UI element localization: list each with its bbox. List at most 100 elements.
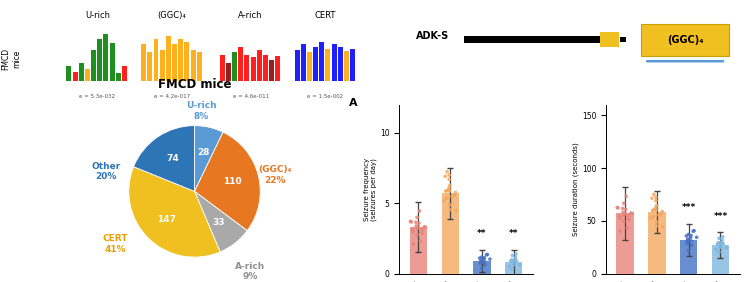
Point	[721, 246, 733, 250]
Bar	[620, 37, 626, 42]
Point	[625, 211, 637, 215]
Point	[618, 213, 630, 217]
Bar	[179, 39, 183, 81]
Point	[509, 257, 521, 262]
Point	[443, 186, 455, 190]
Point	[476, 259, 488, 264]
Bar	[238, 47, 244, 81]
Y-axis label: Seizure duration (seconds): Seizure duration (seconds)	[573, 142, 579, 236]
Point	[614, 229, 626, 233]
Point	[444, 208, 456, 212]
Point	[657, 224, 669, 229]
Bar	[66, 66, 71, 81]
Text: p.L2427P: p.L2427P	[489, 280, 514, 282]
Point	[648, 192, 660, 197]
Point	[681, 239, 693, 243]
Point	[439, 174, 451, 179]
Wedge shape	[134, 125, 194, 191]
Point	[683, 239, 695, 243]
Point	[686, 243, 698, 248]
Point	[418, 224, 430, 229]
Point	[647, 208, 659, 213]
Point	[509, 255, 521, 259]
Wedge shape	[128, 167, 220, 257]
Text: p.L2427P: p.L2427P	[426, 280, 450, 282]
Bar	[294, 50, 300, 81]
Bar	[166, 36, 171, 81]
Bar	[307, 52, 312, 81]
Point	[647, 208, 659, 213]
Bar	[326, 49, 330, 81]
Text: A-rich
9%: A-rich 9%	[235, 262, 265, 281]
Point	[715, 245, 727, 250]
Text: (GGC)₄: (GGC)₄	[158, 12, 187, 21]
Text: e = 5.3e-032: e = 5.3e-032	[79, 94, 115, 99]
Bar	[110, 43, 114, 81]
Point	[509, 258, 521, 263]
Point	[416, 231, 428, 235]
Bar	[172, 44, 177, 81]
Text: (GGC)₄
22%: (GGC)₄ 22%	[258, 165, 291, 185]
Point	[714, 244, 726, 249]
Bar	[712, 245, 729, 274]
Point	[405, 219, 417, 224]
Point	[715, 241, 727, 245]
Point	[618, 201, 630, 206]
Point	[508, 262, 520, 267]
Text: CERT: CERT	[314, 12, 336, 21]
Point	[510, 259, 522, 263]
Bar	[72, 72, 78, 81]
Point	[444, 203, 456, 207]
Point	[681, 241, 693, 246]
Point	[411, 232, 423, 237]
Point	[411, 215, 423, 220]
Point	[411, 226, 423, 231]
Point	[613, 214, 625, 218]
Point	[474, 261, 486, 266]
Point	[626, 211, 638, 216]
Point	[480, 252, 492, 257]
Text: p.L2427P: p.L2427P	[696, 280, 720, 282]
Text: p.L2427P: p.L2427P	[633, 280, 657, 282]
Text: e = 4.6e-011: e = 4.6e-011	[232, 94, 269, 99]
Point	[650, 195, 662, 199]
Point	[620, 194, 632, 199]
Point	[650, 208, 662, 213]
Point	[478, 257, 490, 262]
Point	[438, 199, 450, 203]
Text: p.C1483Y: p.C1483Y	[664, 280, 689, 282]
Point	[507, 261, 519, 266]
Bar	[196, 52, 202, 81]
Text: ADK-S: ADK-S	[416, 31, 450, 41]
Bar	[147, 52, 152, 81]
Point	[685, 239, 697, 243]
Text: **: **	[477, 229, 487, 238]
Bar	[276, 56, 280, 81]
Bar	[154, 39, 158, 81]
Point	[623, 217, 635, 222]
Point	[475, 258, 487, 263]
Point	[450, 190, 462, 195]
Bar	[185, 42, 189, 81]
Point	[478, 259, 490, 264]
Bar	[122, 66, 127, 81]
Bar	[332, 44, 337, 81]
Point	[712, 241, 724, 245]
Point	[416, 227, 428, 232]
Bar	[190, 50, 196, 81]
Bar	[91, 50, 96, 81]
Point	[444, 183, 456, 188]
Point	[440, 189, 452, 193]
Text: U-rich
8%: U-rich 8%	[186, 102, 217, 121]
Point	[413, 221, 425, 226]
Point	[710, 247, 722, 252]
Point	[713, 250, 725, 254]
Bar	[319, 42, 324, 81]
Point	[484, 257, 496, 261]
Text: p.C1483Y: p.C1483Y	[457, 280, 482, 282]
Point	[646, 196, 658, 201]
Point	[691, 235, 703, 240]
Text: e = 1.5e-002: e = 1.5e-002	[308, 94, 344, 99]
Point	[475, 259, 487, 264]
Point	[441, 196, 453, 201]
